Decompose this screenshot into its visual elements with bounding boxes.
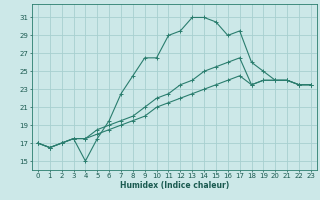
X-axis label: Humidex (Indice chaleur): Humidex (Indice chaleur) <box>120 181 229 190</box>
